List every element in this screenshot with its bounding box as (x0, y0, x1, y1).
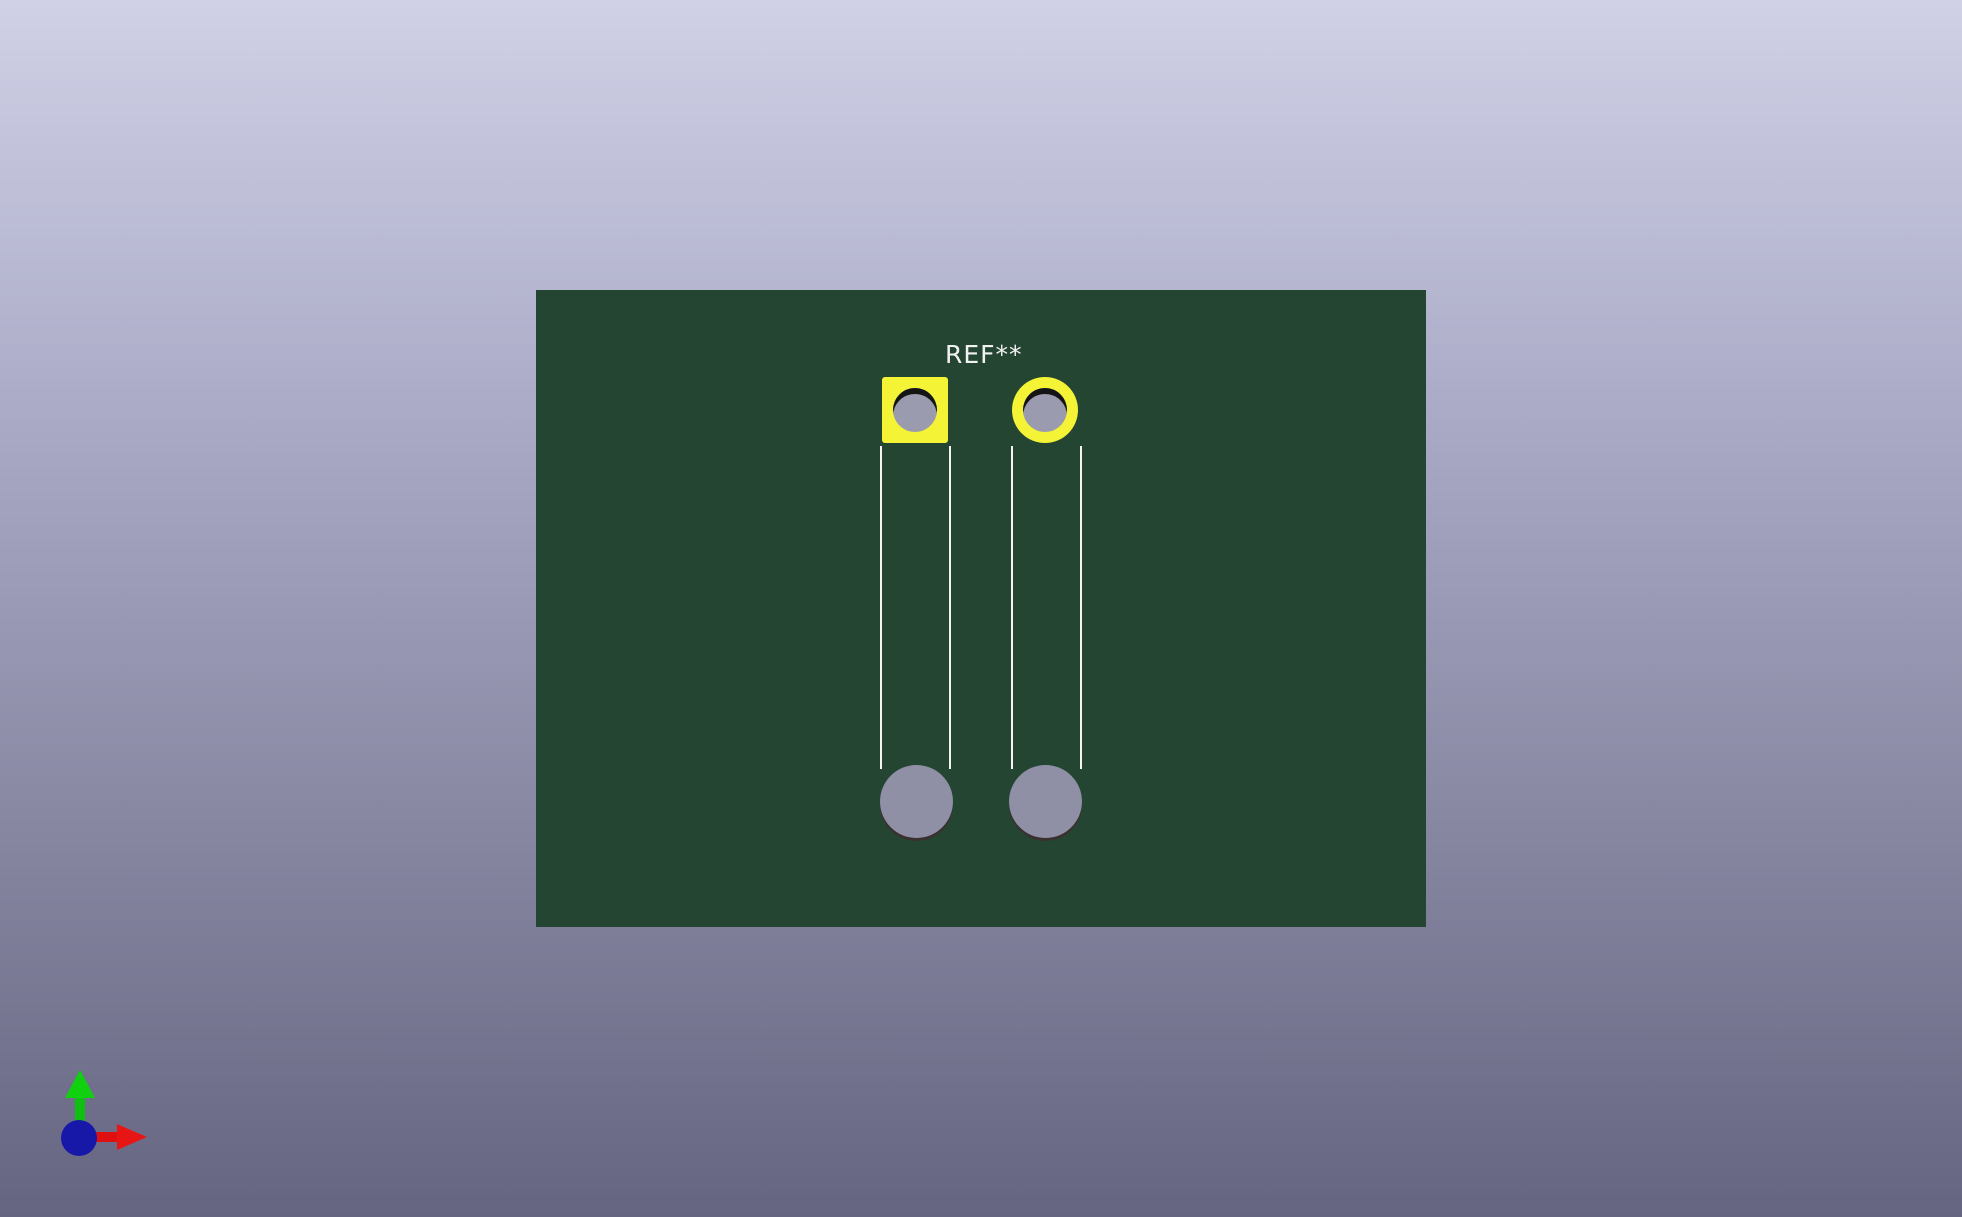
x-axis-arrow-icon (80, 1124, 147, 1150)
axis-gizmo (55, 1068, 155, 1168)
pad-1-drill (893, 388, 937, 432)
z-axis-icon (61, 1120, 97, 1156)
pad-1-square (882, 377, 948, 443)
reference-designator: REF** (945, 340, 1023, 369)
mounting-hole-1 (880, 765, 953, 838)
silkscreen-line (880, 446, 882, 769)
silkscreen-line (1080, 446, 1082, 769)
pcb-board (536, 290, 1426, 927)
pad-2-round (1012, 377, 1078, 443)
pad-2-drill (1023, 388, 1067, 432)
mounting-hole-2 (1009, 765, 1082, 838)
silkscreen-line (949, 446, 951, 769)
silkscreen-line (1011, 446, 1013, 769)
y-axis-arrow-icon (65, 1070, 95, 1126)
